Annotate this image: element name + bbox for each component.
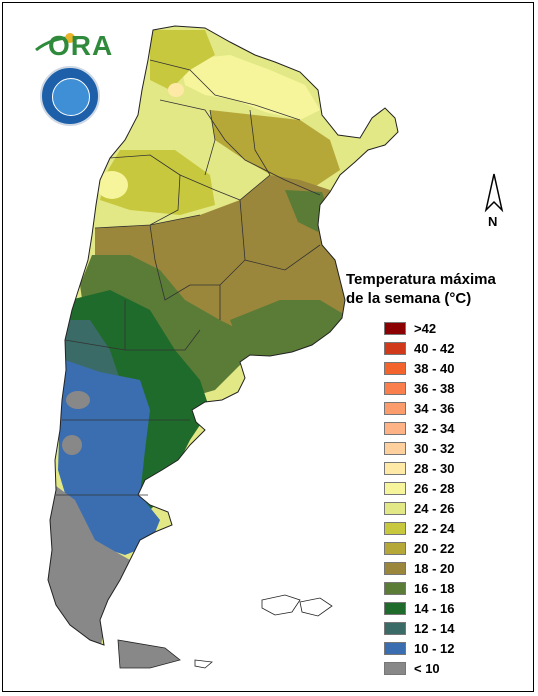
- legend-swatch: [384, 621, 406, 635]
- legend-label: 24 - 26: [414, 500, 455, 516]
- legend-item: 40 - 42: [384, 338, 526, 358]
- legend-swatch: [384, 441, 406, 455]
- legend-items: >42 40 - 42 38 - 40 36 - 38 34 - 36 32 - 34 30…: [384, 318, 526, 678]
- legend-item: 26 - 28: [384, 478, 526, 498]
- legend-label: 18 - 20: [414, 560, 455, 576]
- legend-label: 36 - 38: [414, 380, 455, 396]
- legend-swatch: [384, 581, 406, 595]
- smn-seal-icon: [40, 66, 100, 126]
- legend-item: 34 - 36: [384, 398, 526, 418]
- legend-label: 32 - 34: [414, 420, 455, 436]
- legend-swatch: [384, 541, 406, 555]
- legend-item: 28 - 30: [384, 458, 526, 478]
- legend-swatch: [384, 601, 406, 615]
- legend-swatch: [384, 321, 406, 335]
- legend-item: 18 - 20: [384, 558, 526, 578]
- legend-item: 38 - 40: [384, 358, 526, 378]
- legend-swatch: [384, 641, 406, 655]
- legend-swatch: [384, 481, 406, 495]
- legend-swatch: [384, 381, 406, 395]
- legend-label: 10 - 12: [414, 640, 455, 656]
- legend-label: 20 - 22: [414, 540, 455, 556]
- legend-item: 22 - 24: [384, 518, 526, 538]
- legend-item: 12 - 14: [384, 618, 526, 638]
- legend-swatch: [384, 521, 406, 535]
- map-legend: Temperatura máxima de la semana (°C) >42…: [346, 270, 526, 678]
- legend-swatch: [384, 341, 406, 355]
- legend-item: 32 - 34: [384, 418, 526, 438]
- legend-label: 38 - 40: [414, 360, 455, 376]
- ora-logo: ORA: [34, 28, 112, 62]
- legend-label: 26 - 28: [414, 480, 455, 496]
- legend-label: 34 - 36: [414, 400, 455, 416]
- legend-label: < 10: [414, 660, 440, 676]
- legend-label: 14 - 16: [414, 600, 455, 616]
- legend-swatch: [384, 501, 406, 515]
- legend-item: 30 - 32: [384, 438, 526, 458]
- legend-label: 40 - 42: [414, 340, 455, 356]
- legend-swatch: [384, 661, 406, 675]
- legend-swatch: [384, 361, 406, 375]
- legend-title-line2: de la semana (°C): [346, 290, 472, 307]
- legend-item: 16 - 18: [384, 578, 526, 598]
- legend-item: 36 - 38: [384, 378, 526, 398]
- legend-label: 12 - 14: [414, 620, 455, 636]
- legend-item: 20 - 22: [384, 538, 526, 558]
- legend-label: >42: [414, 320, 437, 336]
- legend-swatch: [384, 461, 406, 475]
- ora-logo-text: ORA: [48, 30, 114, 61]
- north-arrow-icon: [484, 173, 504, 213]
- legend-label: 22 - 24: [414, 520, 455, 536]
- legend-item: 14 - 16: [384, 598, 526, 618]
- north-label: N: [488, 214, 498, 229]
- legend-item: 10 - 12: [384, 638, 526, 658]
- legend-swatch: [384, 421, 406, 435]
- legend-swatch: [384, 561, 406, 575]
- legend-label: 30 - 32: [414, 440, 455, 456]
- legend-label: 16 - 18: [414, 580, 455, 596]
- legend-label: 28 - 30: [414, 460, 455, 476]
- legend-title-line1: Temperatura máxima: [346, 271, 496, 288]
- legend-item: < 10: [384, 658, 526, 678]
- legend-swatch: [384, 401, 406, 415]
- legend-item: >42: [384, 318, 526, 338]
- legend-item: 24 - 26: [384, 498, 526, 518]
